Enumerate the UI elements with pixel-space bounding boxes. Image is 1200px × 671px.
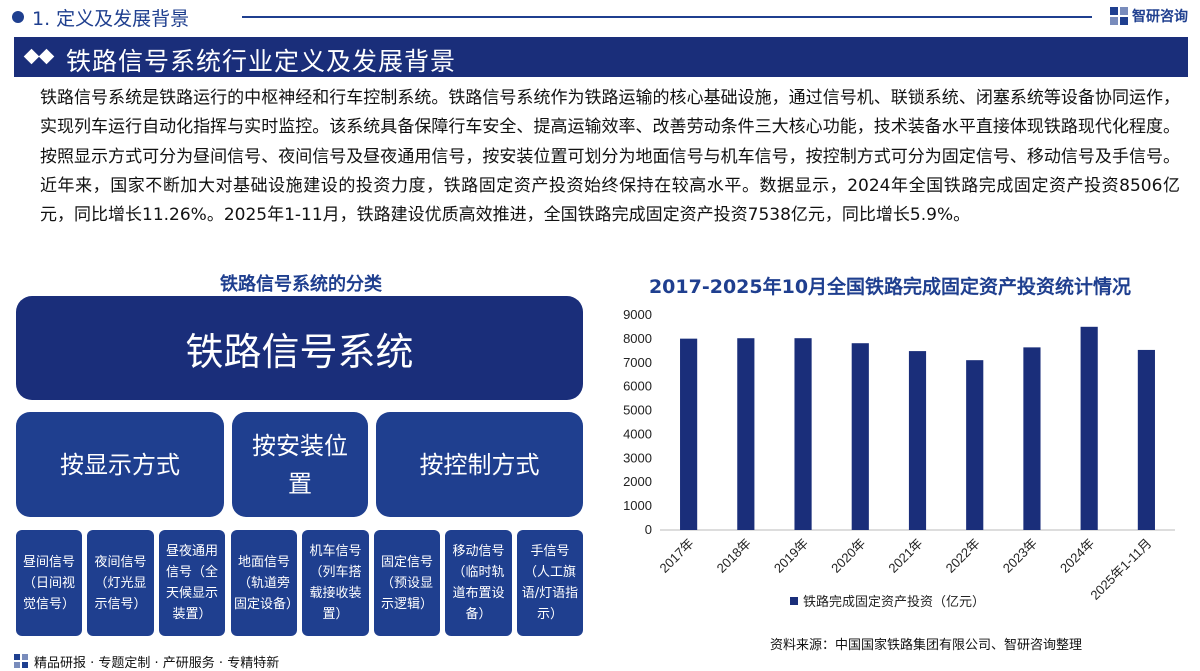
footer-logo-icon — [14, 654, 28, 668]
diamond-icon — [23, 48, 58, 65]
x-tick-label: 2017年 — [656, 536, 696, 576]
bar — [794, 338, 812, 530]
top-bar: 1. 定义及发展背景 智研咨询 — [0, 0, 1200, 34]
brand-name: 智研咨询 — [1132, 9, 1188, 25]
classification-title: 铁路信号系统的分类 — [220, 274, 382, 295]
x-tick-label: 2023年 — [1000, 536, 1040, 576]
bar — [680, 338, 698, 530]
source-note: 资料来源：中国国家铁路集团有限公司、智研咨询整理 — [770, 638, 1083, 653]
legend-swatch — [790, 597, 798, 605]
chart-title: 2017-2025年10月全国铁路完成固定资产投资统计情况 — [648, 276, 1132, 298]
y-tick-label: 3000 — [623, 450, 652, 465]
zhiyan-logo-icon — [1110, 7, 1128, 25]
bar — [1137, 349, 1155, 530]
page-title: 铁路信号系统行业定义及发展背景 — [66, 47, 457, 76]
leaf-night-signal: 夜间信号（灯光显示信号） — [87, 530, 154, 636]
leaf-hand-signal: 手信号（人工旗语/灯语指示） — [517, 530, 583, 636]
leaf-ground-signal: 地面信号（轨道旁固定设备） — [231, 530, 299, 636]
x-tick-label: 2018年 — [714, 536, 754, 576]
classification-root: 铁路信号系统 — [16, 296, 583, 400]
x-tick-label: 2022年 — [943, 536, 983, 576]
x-tick-label: 2025年1-11月 — [1087, 536, 1154, 603]
leaf-mobile-signal: 移动信号（临时轨道布置设备） — [445, 530, 512, 636]
header-divider — [242, 16, 1092, 18]
x-tick-label: 2020年 — [828, 536, 868, 576]
y-tick-label: 9000 — [623, 307, 652, 322]
bar — [737, 338, 755, 530]
category-control: 按控制方式 — [376, 412, 583, 517]
bar — [1023, 347, 1041, 530]
y-tick-label: 4000 — [623, 426, 652, 441]
leaf-fixed-signal: 固定信号（预设显示逻辑） — [374, 530, 440, 636]
x-tick-label: 2021年 — [885, 536, 925, 576]
leaf-all-day-signal: 昼夜通用信号（全天候显示装置） — [159, 530, 225, 636]
footer-slogan: 精品研报 · 专题定制 · 产研服务 · 专精特新 — [34, 656, 280, 671]
x-tick-label: 2019年 — [771, 536, 811, 576]
y-tick-label: 8000 — [623, 331, 652, 346]
y-tick-label: 5000 — [623, 403, 652, 418]
leaf-day-signal: 昼间信号（日间视觉信号） — [16, 530, 82, 636]
x-tick-label: 2024年 — [1057, 536, 1097, 576]
section-label: 1. 定义及发展背景 — [32, 8, 190, 30]
y-tick-label: 6000 — [623, 379, 652, 394]
section-bullet-icon — [12, 11, 24, 23]
intro-paragraph: 铁路信号系统是铁路运行的中枢神经和行车控制系统。铁路信号系统作为铁路运输的核心基… — [40, 88, 1180, 226]
title-banner: 铁路信号系统行业定义及发展背景 — [14, 37, 1188, 77]
bar — [908, 351, 927, 530]
brand: 智研咨询 — [1110, 6, 1188, 26]
legend-label: 铁路完成固定资产投资（亿元） — [803, 594, 985, 609]
bar — [851, 343, 869, 530]
y-tick-label: 7000 — [623, 355, 652, 370]
investment-bar-chart: 0 1000 2000 3000 4000 5000 6000 7000 8000 9000 201… — [623, 307, 1175, 609]
y-tick-label: 1000 — [623, 498, 652, 513]
y-tick-label: 0 — [645, 522, 652, 537]
category-display: 按显示方式 — [16, 412, 224, 517]
bar — [966, 360, 984, 530]
y-tick-label: 2000 — [623, 474, 652, 489]
bar — [1080, 326, 1098, 530]
leaf-cab-signal: 机车信号（列车搭载接收装置） — [302, 530, 369, 636]
category-install: 按安装位置 — [232, 412, 368, 517]
